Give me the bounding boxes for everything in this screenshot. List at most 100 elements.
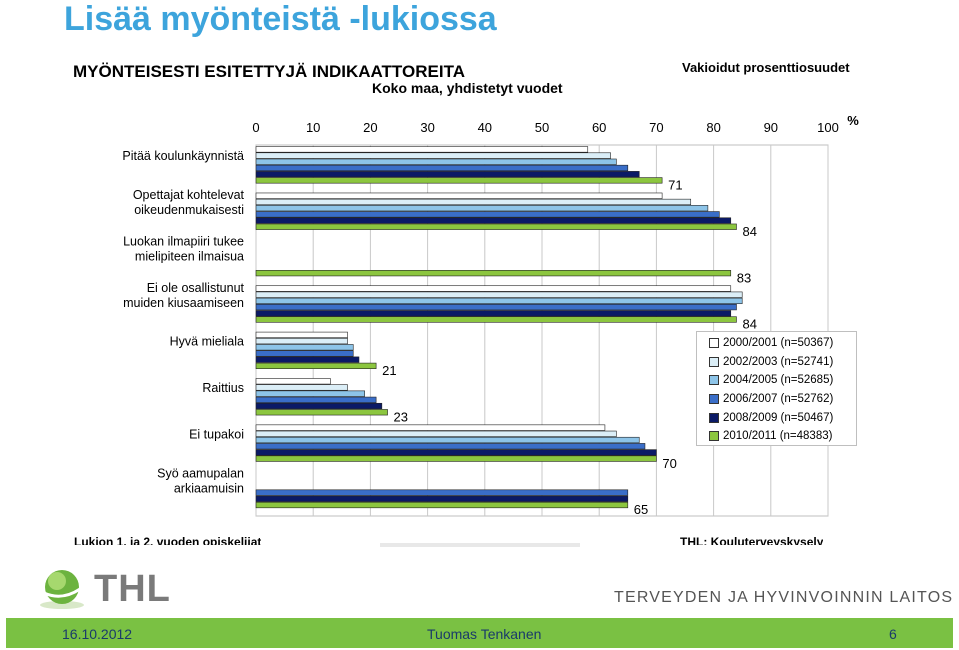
legend-swatch xyxy=(709,431,719,442)
bar xyxy=(255,158,617,165)
bar xyxy=(255,489,629,496)
bar xyxy=(255,297,743,305)
x-tick-label: 20 xyxy=(363,120,377,135)
legend-label: 2008/2009 (n=50467) xyxy=(723,411,834,424)
x-tick-label: 10 xyxy=(306,120,320,135)
bar xyxy=(255,217,732,224)
bar xyxy=(255,270,732,277)
legend-label: 2010/2011 (n=48383) xyxy=(723,430,833,443)
bar xyxy=(255,449,657,456)
x-tick-label: 90 xyxy=(764,120,778,135)
data-label: 83 xyxy=(737,270,751,285)
slide-date: 16.10.2012 xyxy=(62,626,133,642)
data-label: 70 xyxy=(662,456,676,471)
chart-note: Vakioidut prosenttiosuudet xyxy=(682,60,850,75)
bar xyxy=(255,424,606,431)
organization-name: TERVEYDEN JA HYVINVOINNIN LAITOS xyxy=(614,589,954,606)
x-tick-label: 60 xyxy=(592,120,606,135)
chart-title: MYÖNTEISESTI ESITETTYJÄ INDIKAATTOREITA xyxy=(73,62,465,81)
bar xyxy=(255,409,388,416)
legend-label: 2006/2007 (n=52762) xyxy=(723,393,834,406)
legend-swatch xyxy=(709,338,719,349)
x-tick-label: 100 xyxy=(817,120,839,135)
bar xyxy=(255,310,732,317)
category-label: Raittius xyxy=(202,381,244,395)
legend-swatch xyxy=(709,394,719,405)
bar xyxy=(255,192,663,199)
legend-item: 2008/2009 (n=50467) xyxy=(709,408,856,427)
legend-item: 2000/2001 (n=50367) xyxy=(709,334,856,353)
bar xyxy=(255,331,348,338)
x-axis-unit: % xyxy=(847,113,859,128)
bar xyxy=(255,402,383,410)
bar xyxy=(255,223,737,230)
legend-item: 2002/2003 (n=52741) xyxy=(709,353,856,372)
data-label: 84 xyxy=(742,224,756,239)
x-tick-label: 50 xyxy=(535,120,549,135)
legend-swatch xyxy=(709,412,719,423)
bar xyxy=(255,146,589,153)
bar xyxy=(255,350,354,357)
legend-label: 2002/2003 (n=52741) xyxy=(723,355,834,368)
slide-title: Lisää myönteistä -lukiossa xyxy=(64,0,497,38)
slide-author: Tuomas Tenkanen xyxy=(427,626,542,642)
logo-text: THL xyxy=(94,567,171,610)
bar xyxy=(255,430,617,437)
legend-swatch xyxy=(709,356,719,367)
globe-icon xyxy=(40,570,84,609)
bar xyxy=(255,362,377,369)
bar xyxy=(255,205,709,212)
x-tick-label: 80 xyxy=(706,120,720,135)
bar xyxy=(255,177,663,184)
bar xyxy=(255,285,732,292)
bar xyxy=(255,501,629,509)
bar xyxy=(255,356,360,363)
footer-source-left: Lukion 1. ja 2. vuoden opiskelijat xyxy=(74,535,262,545)
x-tick-label: 40 xyxy=(478,120,492,135)
bar xyxy=(255,152,611,159)
legend-item: 2004/2005 (n=52685) xyxy=(709,371,856,390)
data-label: 23 xyxy=(394,409,408,424)
bar xyxy=(255,390,365,397)
bar xyxy=(255,436,640,444)
bar xyxy=(255,171,640,178)
category-label: Opettajat kohtelevat oikeudenmukaisesti xyxy=(133,188,245,217)
bar xyxy=(255,378,331,385)
bar xyxy=(255,337,348,345)
legend-item: 2006/2007 (n=52762) xyxy=(709,390,856,409)
bar xyxy=(255,344,354,351)
bar xyxy=(255,291,743,298)
legend-item: 2010/2011 (n=48383) xyxy=(709,427,856,446)
bar xyxy=(255,304,737,311)
category-label: Luokan ilmapiiri tukee mielipiteen ilmais… xyxy=(123,234,244,263)
chart-legend: 2000/2001 (n=50367) 2002/2003 (n=52741) 20… xyxy=(696,331,857,446)
category-label: Ei tupakoi xyxy=(189,427,244,441)
category-label: Syö aamupalan arkiaamuisin xyxy=(157,466,244,495)
bar xyxy=(255,316,737,323)
footer-source-right: THL: Kouluterveyskysely xyxy=(680,535,824,545)
bar xyxy=(255,396,377,403)
bar xyxy=(255,455,657,462)
x-tick-label: 70 xyxy=(649,120,663,135)
thl-logo: THL xyxy=(38,567,171,611)
category-label: Ei ole osallistunut muiden kiusaamiseen xyxy=(123,281,244,310)
data-label: 71 xyxy=(668,178,682,193)
x-tick-label: 30 xyxy=(420,120,434,135)
bar xyxy=(255,495,629,502)
bar xyxy=(255,384,348,391)
bar xyxy=(255,164,629,172)
data-label: 65 xyxy=(634,502,648,517)
legend-swatch xyxy=(709,375,719,386)
bar xyxy=(255,443,646,450)
x-tick-label: 0 xyxy=(252,120,259,135)
footer-divider xyxy=(380,543,580,547)
bar xyxy=(255,198,692,206)
bar xyxy=(255,211,720,218)
category-label: Pitää koulunkäynnistä xyxy=(122,149,244,163)
slide-page-number: 6 xyxy=(889,626,897,642)
category-label: Hyvä mieliala xyxy=(170,335,244,349)
footer-bar: 16.10.2012 Tuomas Tenkanen 6 xyxy=(6,618,953,648)
legend-label: 2000/2001 (n=50367) xyxy=(723,337,834,350)
data-label: 21 xyxy=(382,363,396,378)
